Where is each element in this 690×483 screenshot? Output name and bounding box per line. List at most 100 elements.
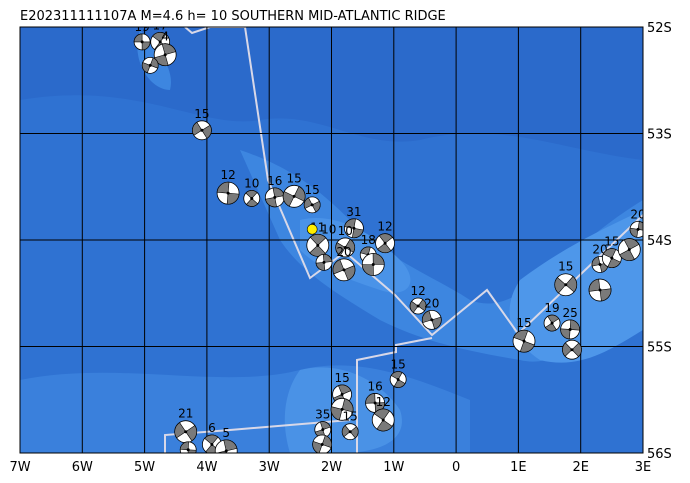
depth-label: 16 [267, 174, 282, 188]
focal-mechanism [389, 371, 407, 388]
beachball-center [627, 248, 631, 252]
focal-mechanism [335, 237, 356, 258]
depth-label: 17 [153, 18, 168, 32]
depth-label: 21 [178, 407, 193, 421]
depth-label: 10 [244, 176, 259, 190]
focal-mechanism [512, 329, 536, 353]
depth-label: 10 [338, 224, 353, 238]
x-tick-label: 1W [383, 460, 404, 475]
beachball-center [570, 348, 574, 352]
focal-mechanism [629, 220, 643, 238]
x-tick-label: 2E [572, 460, 589, 475]
focal-mechanism [243, 190, 261, 207]
x-tick-label: 6W [72, 460, 93, 475]
depth-label: 15 [194, 107, 209, 121]
depth-label: 35 [315, 408, 330, 422]
beachball-quadrant [215, 439, 238, 453]
x-tick-label: 5W [134, 460, 155, 475]
beachball-center [598, 288, 602, 292]
focal-mechanism [174, 420, 198, 444]
y-tick-label: 53S [647, 128, 672, 143]
depth-label: 15 [391, 358, 406, 372]
beachball-center [342, 268, 346, 272]
y-tick-label: 55S [647, 341, 672, 356]
beachball-center [568, 327, 572, 331]
beachball-center [186, 448, 190, 452]
beachball-center [226, 191, 230, 195]
focal-mechanism [421, 309, 442, 330]
beachball-center [158, 40, 162, 44]
focal-mechanism [192, 120, 212, 141]
beachball-quadrant [179, 441, 197, 453]
beachball-quadrant [377, 233, 393, 253]
depth-label: 15 [558, 260, 573, 274]
beachball-quadrant [361, 253, 385, 276]
focal-mechanism [315, 253, 333, 271]
depth-label: 12 [376, 395, 391, 409]
focal-mechanism [314, 421, 332, 438]
depth-label: 12 [377, 220, 392, 234]
beachball-center [340, 407, 344, 411]
beachball-center [340, 392, 344, 396]
beachball-center [550, 321, 554, 325]
y-tick-label: 56S [647, 447, 672, 462]
beachball-center [250, 196, 254, 200]
depth-label: 25 [562, 306, 577, 320]
focal-mechanism [332, 258, 356, 282]
focal-mechanism [141, 56, 159, 74]
focal-mechanism [306, 233, 330, 257]
focal-mechanism [409, 297, 427, 315]
focal-mechanism [601, 248, 622, 269]
beachball-center [322, 260, 326, 264]
y-tick-label: 52S [647, 21, 672, 36]
beachball-center [348, 430, 352, 434]
depth-label: 15 [343, 410, 358, 424]
y-tick-label: 54S [647, 234, 672, 249]
beachball-center [224, 449, 228, 453]
depth-label: 20 [424, 296, 439, 310]
depth-label: 18 [361, 233, 376, 247]
beachball-center [381, 418, 385, 422]
beachball-center [140, 40, 144, 44]
depth-label: 15 [286, 171, 301, 185]
beachball-center [371, 262, 375, 266]
focal-mechanism [216, 181, 240, 205]
main-event-label: 10 [321, 222, 336, 236]
beachball-center [598, 262, 602, 266]
focal-mechanism [312, 434, 333, 453]
focal-mechanism [282, 184, 306, 208]
beachball-center [292, 194, 296, 198]
beachball-center [310, 203, 314, 207]
beachball-center [383, 241, 387, 245]
beachball-center [564, 283, 568, 287]
depth-label: 15 [516, 316, 531, 330]
x-tick-label: 3W [259, 460, 280, 475]
focal-mechanism [341, 423, 359, 441]
beachball-quadrant [390, 371, 406, 388]
beachball-center [343, 245, 347, 249]
focal-mechanism [153, 43, 177, 67]
main-event [306, 224, 318, 235]
beachball-quadrant [544, 314, 560, 332]
beachball-center [352, 226, 356, 230]
beachball-quadrant [344, 218, 364, 239]
x-tick-label: 1E [510, 460, 527, 475]
beachball-quadrant [315, 254, 333, 271]
depth-label: 12 [410, 284, 425, 298]
beachball-quadrant [619, 238, 640, 261]
beachball-center [163, 53, 167, 57]
beachball-quadrant [154, 43, 177, 66]
focal-mechanism [562, 339, 582, 360]
beachball-center [430, 318, 434, 322]
beachball-center [200, 128, 204, 132]
beachball-center [636, 227, 640, 231]
beachball-quadrant [309, 234, 327, 257]
depth-label: 20 [630, 207, 645, 221]
focal-mechanism [543, 314, 561, 332]
x-tick-label: 3E [635, 460, 652, 475]
beachball-quadrant [216, 181, 240, 205]
beachball-center [373, 401, 377, 405]
focal-mechanism [264, 187, 285, 208]
focal-mechanism [591, 256, 609, 273]
